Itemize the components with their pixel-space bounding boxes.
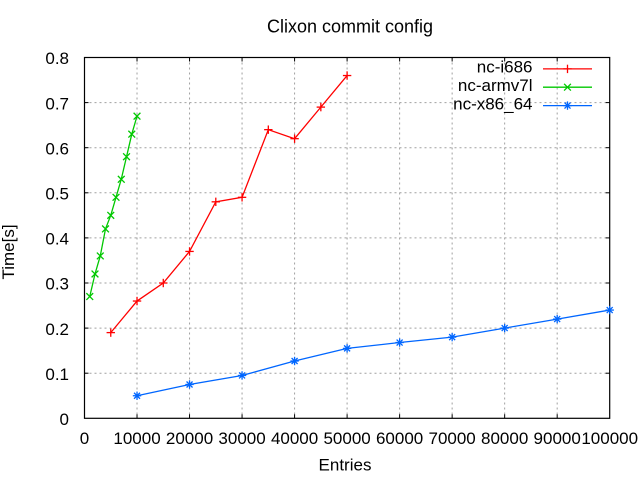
svg-text:0.5: 0.5 xyxy=(45,185,69,204)
svg-text:Time[s]: Time[s] xyxy=(0,224,18,279)
svg-text:30000: 30000 xyxy=(218,429,265,448)
svg-text:100000: 100000 xyxy=(581,429,638,448)
svg-text:nc-x86_64: nc-x86_64 xyxy=(453,94,532,113)
svg-text:0: 0 xyxy=(80,429,89,448)
svg-text:0.2: 0.2 xyxy=(45,320,69,339)
svg-text:nc-i686: nc-i686 xyxy=(477,58,533,77)
svg-text:0.1: 0.1 xyxy=(45,365,69,384)
svg-text:0.7: 0.7 xyxy=(45,94,69,113)
svg-text:0: 0 xyxy=(60,410,69,429)
svg-text:50000: 50000 xyxy=(323,429,370,448)
svg-text:40000: 40000 xyxy=(271,429,318,448)
svg-text:10000: 10000 xyxy=(113,429,160,448)
svg-text:90000: 90000 xyxy=(534,429,581,448)
svg-text:60000: 60000 xyxy=(376,429,423,448)
svg-text:0.8: 0.8 xyxy=(45,49,69,68)
svg-text:20000: 20000 xyxy=(166,429,213,448)
svg-text:nc-armv7l: nc-armv7l xyxy=(458,76,533,95)
svg-text:0.3: 0.3 xyxy=(45,275,69,294)
svg-text:Entries: Entries xyxy=(319,456,372,475)
svg-text:Clixon commit config: Clixon commit config xyxy=(267,17,433,37)
svg-text:70000: 70000 xyxy=(428,429,475,448)
svg-text:0.6: 0.6 xyxy=(45,139,69,158)
svg-text:0.4: 0.4 xyxy=(45,230,69,249)
svg-text:80000: 80000 xyxy=(481,429,528,448)
